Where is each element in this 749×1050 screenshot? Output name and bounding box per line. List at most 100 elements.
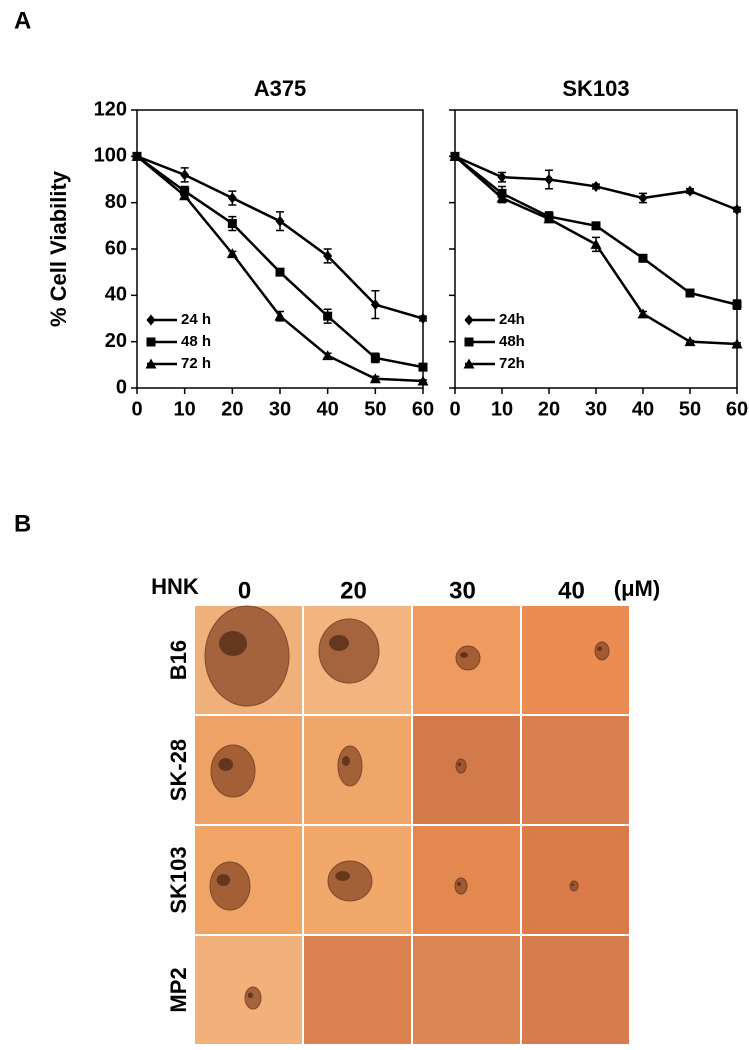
x-tick-label: 50 bbox=[679, 398, 701, 420]
cell-colony bbox=[454, 877, 468, 895]
x-tick-label: 30 bbox=[585, 398, 607, 420]
marker bbox=[131, 150, 143, 161]
x-tick-label: 60 bbox=[726, 398, 748, 420]
x-tick-label: 10 bbox=[174, 398, 196, 420]
marker bbox=[227, 219, 237, 229]
y-tick-label: 40 bbox=[105, 284, 127, 306]
chart-title: A375 bbox=[254, 76, 307, 101]
marker bbox=[323, 311, 333, 321]
colony-spot bbox=[597, 646, 603, 651]
colony-spot bbox=[335, 871, 350, 881]
legend-label: 24h bbox=[499, 311, 525, 328]
marker bbox=[590, 238, 602, 249]
legend-label: 72h bbox=[499, 355, 525, 372]
marker bbox=[637, 308, 649, 319]
x-tick-label: 0 bbox=[449, 398, 460, 420]
row-label: SK103 bbox=[166, 846, 191, 913]
cell-colony bbox=[594, 641, 610, 661]
column-label: 40 bbox=[558, 577, 585, 604]
marker bbox=[370, 299, 380, 311]
colony-spot bbox=[460, 652, 468, 658]
x-tick-label: 30 bbox=[269, 398, 291, 420]
row-label: SK-28 bbox=[166, 739, 191, 801]
marker bbox=[275, 215, 285, 227]
x-tick-label: 40 bbox=[317, 398, 339, 420]
legend-label: 72 h bbox=[181, 355, 211, 372]
row-label: B16 bbox=[166, 640, 191, 680]
marker bbox=[449, 150, 461, 161]
plot-frame bbox=[136, 109, 424, 389]
marker bbox=[591, 180, 601, 192]
column-label: 0 bbox=[238, 577, 251, 604]
series-line bbox=[136, 155, 424, 320]
colony-spot bbox=[457, 882, 461, 886]
marker bbox=[179, 190, 191, 201]
marker bbox=[274, 310, 286, 321]
x-tick-label: 20 bbox=[538, 398, 560, 420]
column-label: 30 bbox=[449, 577, 476, 604]
marker bbox=[417, 375, 429, 386]
y-tick-label: 120 bbox=[94, 98, 127, 120]
marker bbox=[323, 250, 333, 262]
panel-label: A bbox=[14, 7, 31, 34]
colony-spot bbox=[571, 883, 575, 886]
marker bbox=[685, 288, 695, 298]
marker bbox=[684, 336, 696, 347]
marker bbox=[146, 314, 156, 326]
marker bbox=[464, 337, 474, 347]
marker bbox=[418, 313, 428, 324]
cell-colony bbox=[204, 605, 290, 707]
cell-colony bbox=[209, 861, 251, 911]
y-axis-label: % Cell Viability bbox=[46, 170, 71, 327]
marker bbox=[145, 358, 157, 369]
marker bbox=[464, 314, 474, 326]
marker bbox=[227, 192, 237, 204]
micrograph bbox=[522, 606, 629, 714]
y-tick-label: 100 bbox=[94, 145, 127, 167]
cell-colony bbox=[318, 618, 380, 684]
cell-colony bbox=[455, 645, 481, 671]
marker bbox=[418, 362, 428, 372]
x-tick-label: 50 bbox=[364, 398, 386, 420]
micrograph bbox=[522, 716, 629, 824]
colony-spot bbox=[219, 631, 247, 656]
x-tick-label: 0 bbox=[131, 398, 142, 420]
colony-spot bbox=[216, 874, 230, 886]
marker bbox=[731, 338, 743, 349]
marker bbox=[638, 253, 648, 263]
micrograph bbox=[522, 826, 629, 934]
legend-label: 24 h bbox=[181, 311, 211, 328]
legend-label: 48 h bbox=[181, 333, 211, 350]
series-line bbox=[454, 155, 738, 306]
micrograph bbox=[304, 936, 411, 1044]
y-tick-label: 60 bbox=[105, 237, 127, 259]
marker bbox=[543, 213, 555, 224]
series-line bbox=[136, 155, 424, 369]
cell-colony bbox=[569, 880, 579, 892]
x-tick-label: 40 bbox=[632, 398, 654, 420]
marker bbox=[322, 350, 334, 361]
micrograph bbox=[522, 936, 629, 1044]
colony-spot bbox=[218, 758, 234, 771]
chart-title: SK103 bbox=[562, 76, 629, 101]
colony-spot bbox=[329, 635, 349, 651]
row-header: HNK bbox=[151, 574, 199, 599]
row-label: MP2 bbox=[166, 967, 191, 1012]
micrograph bbox=[413, 826, 520, 934]
marker bbox=[638, 192, 648, 204]
marker bbox=[369, 373, 381, 384]
marker bbox=[463, 358, 475, 369]
marker bbox=[732, 204, 742, 216]
legend-label: 48h bbox=[499, 333, 525, 350]
colony-spot bbox=[342, 756, 350, 766]
x-tick-label: 10 bbox=[491, 398, 513, 420]
marker bbox=[591, 221, 601, 231]
marker bbox=[685, 185, 695, 197]
cell-colony bbox=[337, 745, 363, 787]
marker bbox=[226, 248, 238, 259]
cell-colony bbox=[244, 986, 262, 1010]
cell-colony bbox=[327, 860, 373, 902]
micrograph bbox=[413, 716, 520, 824]
column-label: 20 bbox=[340, 577, 367, 604]
